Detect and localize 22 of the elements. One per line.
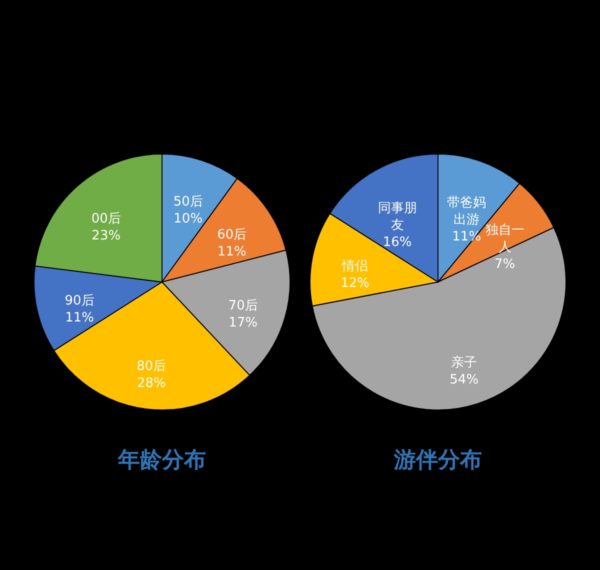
text: 游伴分布 [393, 448, 482, 473]
slice-label: 70后 [228, 298, 258, 314]
data-label: 12% [340, 276, 370, 292]
slice-label: 亲子 [451, 355, 478, 370]
slice-label: 80后 [136, 358, 166, 374]
data-label: 10% [174, 212, 203, 227]
data-label: 11% [217, 244, 246, 260]
slice-label: 同事朋友 [378, 200, 417, 233]
text: 年龄分布 [117, 448, 206, 473]
slice-label: 90后 [64, 293, 94, 308]
slice-label: 50后 [173, 194, 203, 210]
data-label: 7% [494, 257, 516, 272]
slice-label: 00后 [91, 212, 121, 227]
slice-label: 情侣 [341, 259, 368, 274]
slice-label: 带爸妈出游 [447, 196, 486, 228]
data-label: 28% [136, 376, 166, 391]
data-label: 11% [65, 310, 94, 326]
data-label: 54% [450, 372, 479, 388]
data-label: 17% [228, 316, 258, 331]
data-label: 16% [382, 234, 412, 250]
data-label: 23% [92, 228, 121, 244]
slice-label: 60后 [217, 228, 247, 243]
